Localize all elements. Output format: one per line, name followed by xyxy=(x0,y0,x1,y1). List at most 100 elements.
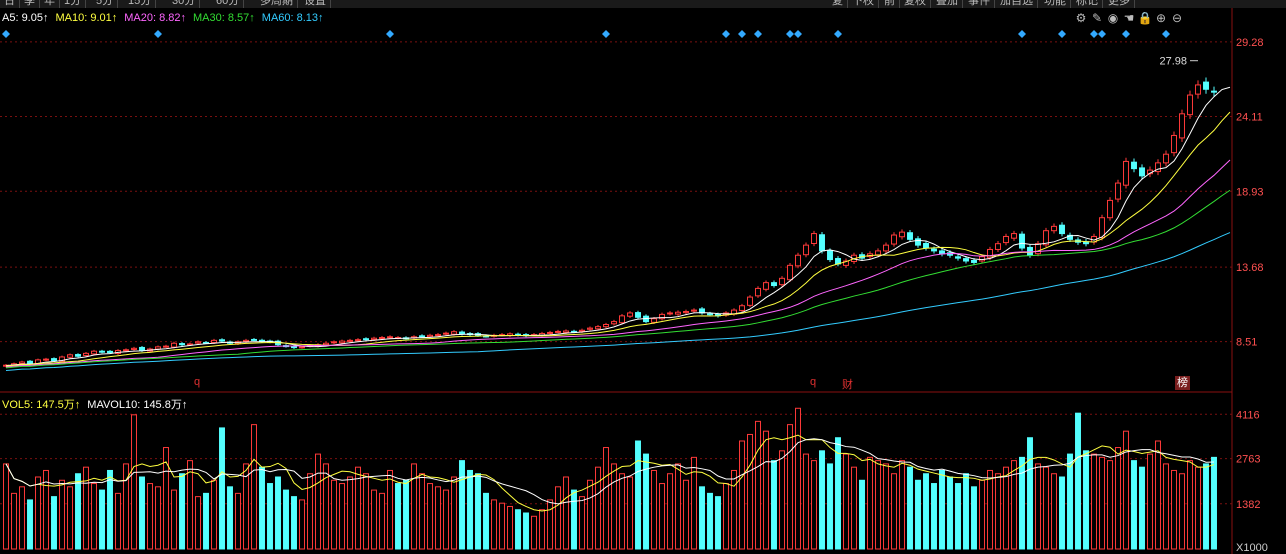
ranking-badge[interactable]: 榜 xyxy=(1175,376,1190,390)
event-marker[interactable]: 财 xyxy=(842,379,853,391)
hand-icon[interactable]: ☚ xyxy=(1123,11,1135,25)
volume-bar xyxy=(835,437,841,550)
volume-bars xyxy=(3,407,1217,550)
candle-body xyxy=(427,334,433,338)
candle-body xyxy=(739,305,745,311)
volume-bar xyxy=(1131,460,1137,550)
volume-bar xyxy=(451,476,457,550)
toolbar-item[interactable]: 日 xyxy=(0,0,20,8)
event-diamond-icon xyxy=(1162,30,1170,38)
toolbar-item[interactable]: 叠加 xyxy=(932,0,963,8)
volume-bar xyxy=(499,502,505,550)
toolbar-item[interactable]: 多周期 xyxy=(256,0,298,8)
event-diamond-icon xyxy=(738,30,746,38)
volume-bar xyxy=(539,509,545,550)
pen-icon[interactable]: ✎ xyxy=(1091,11,1103,25)
candle-body xyxy=(1043,230,1049,246)
volume-bar xyxy=(1083,450,1089,550)
candle-body xyxy=(1099,217,1105,239)
volume-tick-label: 2763 xyxy=(1236,454,1260,466)
volume-bar xyxy=(1075,412,1081,550)
candle-body xyxy=(635,312,641,318)
volume-bar xyxy=(339,483,345,550)
toolbar-item[interactable]: 加自选 xyxy=(996,0,1038,8)
volume-bar xyxy=(1011,460,1017,550)
ma10-line xyxy=(5,111,1231,367)
volume-bar xyxy=(115,492,121,550)
volume-bar xyxy=(563,476,569,550)
vol-ma5-line xyxy=(5,434,1215,512)
volume-bar xyxy=(475,473,481,550)
volume-bar xyxy=(875,460,881,550)
candle-body xyxy=(691,309,697,312)
volume-bar xyxy=(883,463,889,550)
toolbar-item[interactable]: 复权 xyxy=(900,0,931,8)
toolbar-item[interactable]: 下权 xyxy=(848,0,879,8)
volume-bar xyxy=(219,427,225,550)
volume-bar xyxy=(139,476,145,550)
volume-bar xyxy=(859,479,865,550)
volume-bar xyxy=(483,492,489,550)
candle-body xyxy=(123,349,129,352)
volume-bar xyxy=(843,453,849,550)
volume-bar xyxy=(187,460,193,550)
volume-bar xyxy=(275,476,281,550)
toolbar-item[interactable]: 事件 xyxy=(964,0,995,8)
candle-body xyxy=(131,347,137,350)
toolbar-item[interactable]: 60分 xyxy=(212,0,245,8)
toolbar-item[interactable]: 更多 xyxy=(1104,0,1135,8)
toolbar-item[interactable]: 年 xyxy=(40,0,60,8)
volume-bar xyxy=(123,463,129,550)
volume-bar xyxy=(387,469,393,550)
toolbar-item[interactable]: 复 xyxy=(828,0,848,8)
volume-tick-label: 4116 xyxy=(1236,409,1260,421)
volume-bar xyxy=(1123,430,1129,550)
candle-body xyxy=(595,326,601,330)
volume-legend: VOL5: 147.5万↑ MAVOL10: 145.8万↑ xyxy=(2,396,194,412)
volume-bar xyxy=(1043,466,1049,550)
lock-icon[interactable]: 🔒 xyxy=(1137,11,1153,25)
candle-body xyxy=(1171,134,1177,154)
volume-bar xyxy=(1027,437,1033,550)
toolbar-item[interactable]: 前 xyxy=(880,0,900,8)
volume-bar xyxy=(315,453,321,550)
minus-circle-icon[interactable]: ⊖ xyxy=(1171,11,1183,25)
volume-bar xyxy=(795,407,801,550)
candle-body xyxy=(371,337,377,341)
candle-body xyxy=(331,341,337,344)
candle-body xyxy=(587,327,593,330)
toolbar-item[interactable]: 5分 xyxy=(92,0,119,8)
volume-bar xyxy=(1195,466,1201,550)
plus-circle-icon[interactable]: ⊕ xyxy=(1155,11,1167,25)
volume-bar xyxy=(1019,456,1025,550)
gear-icon[interactable]: ⚙ xyxy=(1075,11,1087,25)
candle-body xyxy=(923,242,929,249)
ma-legend-item: A5: 9.05↑ xyxy=(2,12,49,24)
volume-bar xyxy=(723,483,729,550)
toolbar-item[interactable]: 设置 xyxy=(300,0,331,8)
toolbar-item[interactable]: 1分 xyxy=(60,0,87,8)
volume-bar xyxy=(155,486,161,550)
volume-bar xyxy=(1067,453,1073,550)
event-diamond-icon xyxy=(1018,30,1026,38)
volume-bar xyxy=(19,486,25,550)
candle-body xyxy=(563,330,569,333)
candle-body xyxy=(219,339,225,342)
toolbar-item[interactable]: 标记 xyxy=(1072,0,1103,8)
volume-unit-label: X1000 xyxy=(1236,542,1268,554)
event-marker[interactable]: q xyxy=(810,376,817,388)
volume-bar xyxy=(571,489,577,550)
event-marker[interactable]: q xyxy=(194,376,201,388)
toolbar-item[interactable]: 15分 xyxy=(124,0,157,8)
candle-body xyxy=(883,244,889,252)
volume-bar xyxy=(67,486,73,550)
eye-icon[interactable]: ◉ xyxy=(1107,11,1119,25)
toolbar-item[interactable]: 季 xyxy=(20,0,40,8)
candle-body xyxy=(547,331,553,334)
toolbar-item[interactable]: 功能 xyxy=(1040,0,1071,8)
candle-body xyxy=(1011,233,1017,239)
volume-bar xyxy=(955,483,961,550)
toolbar-item[interactable]: 30分 xyxy=(168,0,201,8)
volume-bar xyxy=(907,466,913,550)
volume-bar xyxy=(555,486,561,550)
